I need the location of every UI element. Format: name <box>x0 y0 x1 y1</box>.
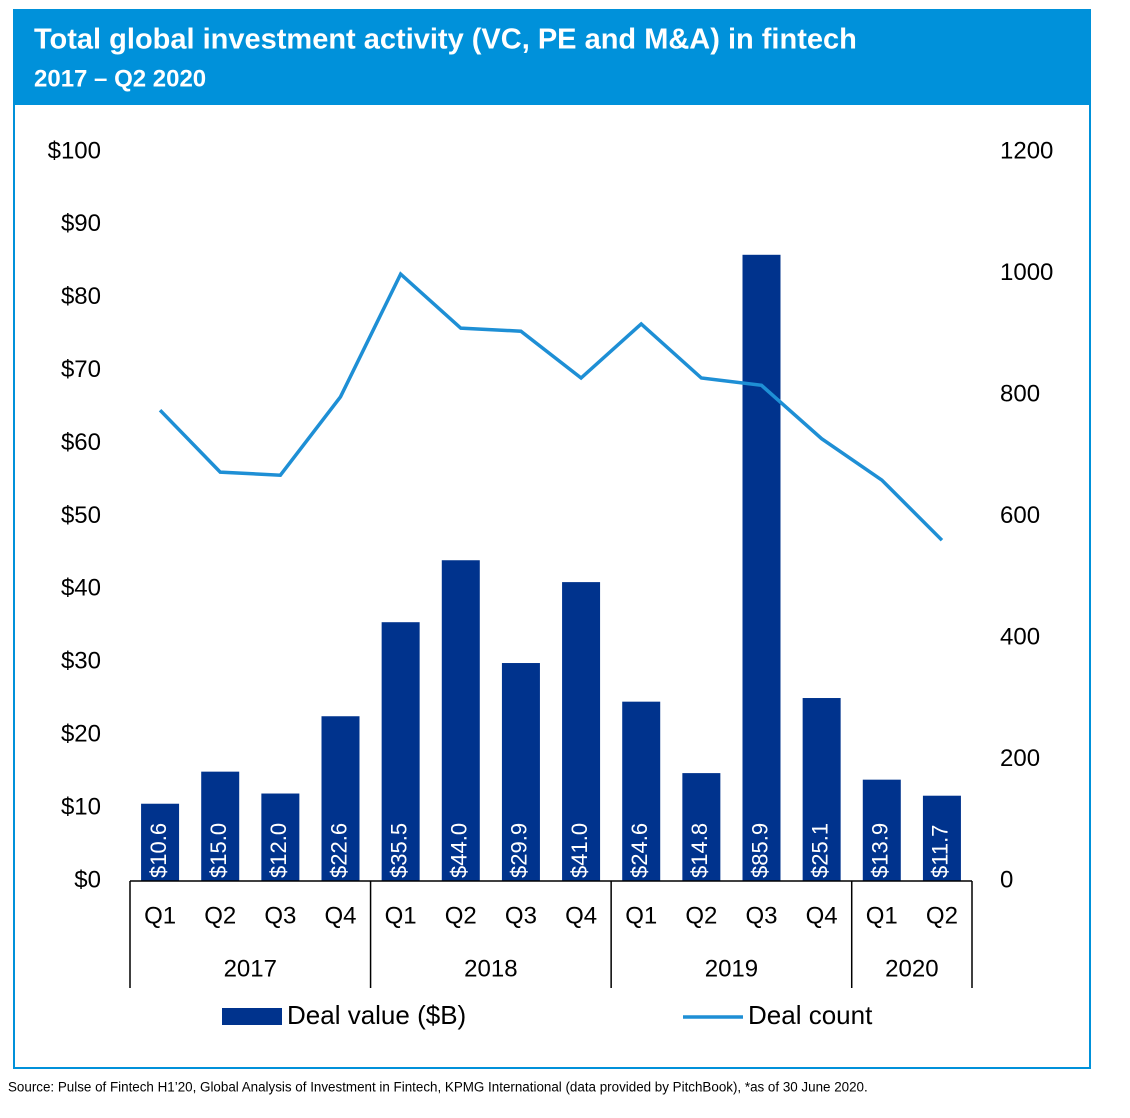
y-tick-label: $50 <box>61 502 101 529</box>
bar <box>261 793 300 881</box>
y-tick-label: $100 <box>48 137 101 164</box>
data-label: $22.6 <box>326 823 351 878</box>
data-label: $85.9 <box>747 823 772 878</box>
y-tick-label: $0 <box>74 866 101 893</box>
bar <box>622 701 661 881</box>
y2-tick-label: 1200 <box>1000 137 1053 164</box>
x-tick-label: Q1 <box>385 902 417 929</box>
legend-swatch <box>222 1008 282 1025</box>
y-tick-label: $90 <box>61 210 101 237</box>
bar <box>441 560 480 881</box>
x-tick-label: Q2 <box>685 902 717 929</box>
bar <box>381 622 420 881</box>
data-label-clip: $44.0 <box>447 823 472 878</box>
data-label-clip: $25.1 <box>807 823 832 878</box>
y2-tick-label: 800 <box>1000 380 1040 407</box>
y-tick-label: $80 <box>61 283 101 310</box>
x-tick-label: Q2 <box>445 902 477 929</box>
x-tick-label: Q2 <box>926 902 958 929</box>
y-tick-label: $40 <box>61 575 101 602</box>
x-group-label: 2018 <box>464 955 517 982</box>
y2-tick-label: 200 <box>1000 745 1040 772</box>
x-group-label: 2020 <box>885 955 938 982</box>
data-label: $13.9 <box>868 823 893 878</box>
header <box>14 10 1090 105</box>
bar <box>201 771 240 881</box>
x-tick-label: Q3 <box>745 902 777 929</box>
x-tick-label: Q4 <box>565 902 597 929</box>
bar <box>141 803 180 881</box>
data-label-clip: $35.5 <box>386 823 411 878</box>
data-label-clip: $14.8 <box>687 823 712 878</box>
data-label-clip: $85.9 <box>747 823 772 878</box>
line <box>158 271 944 542</box>
data-label: $15.0 <box>206 823 231 878</box>
data-label: $44.0 <box>447 823 472 878</box>
x-tick-label: Q4 <box>806 902 838 929</box>
data-label: $11.7 <box>928 825 953 878</box>
x-group-label: 2017 <box>224 955 277 982</box>
y2-tick-label: 400 <box>1000 623 1040 650</box>
data-label: $12.0 <box>266 823 291 878</box>
x-tick-label: Q3 <box>505 902 537 929</box>
data-label: $35.5 <box>386 823 411 878</box>
data-label-clip: $13.9 <box>868 823 893 878</box>
data-label-clip: $12.0 <box>266 823 291 878</box>
x-group-label: 2019 <box>705 955 758 982</box>
bar <box>802 698 841 881</box>
data-label: $10.6 <box>146 823 171 878</box>
x-tick-label: Q1 <box>866 902 898 929</box>
bar <box>742 254 781 881</box>
y2-tick-label: 600 <box>1000 502 1040 529</box>
data-label-clip: $24.6 <box>627 823 652 878</box>
y-tick-label: $10 <box>61 793 101 820</box>
bar <box>682 773 721 881</box>
data-label: $41.0 <box>567 823 592 878</box>
legend-label: Deal count <box>748 1000 873 1030</box>
data-label-clip: $11.7 <box>928 825 953 878</box>
bar <box>562 582 601 881</box>
y-tick-label: $70 <box>61 356 101 383</box>
chart-title: Total global investment activity (VC, PE… <box>34 24 857 56</box>
data-label-clip: $41.0 <box>567 823 592 878</box>
x-tick-label: Q1 <box>144 902 176 929</box>
y2-tick-label: 1000 <box>1000 259 1053 286</box>
x-tick-label: Q3 <box>264 902 296 929</box>
bar <box>922 795 961 881</box>
y-tick-label: $30 <box>61 648 101 675</box>
data-label-clip: $15.0 <box>206 823 231 878</box>
bar <box>321 716 360 881</box>
bar <box>862 779 901 881</box>
data-label: $14.8 <box>687 823 712 878</box>
data-label: $25.1 <box>807 823 832 878</box>
chart-subtitle: 2017 – Q2 2020 <box>34 65 206 92</box>
legend-label: Deal value ($B) <box>287 1000 466 1030</box>
x-tick-label: Q1 <box>625 902 657 929</box>
bar <box>501 663 540 881</box>
data-label-clip: $22.6 <box>326 823 351 878</box>
x-tick-label: Q4 <box>324 902 356 929</box>
x-tick-label: Q2 <box>204 902 236 929</box>
data-label: $24.6 <box>627 823 652 878</box>
data-label: $29.9 <box>507 823 532 878</box>
y2-tick-label: 0 <box>1000 866 1013 893</box>
data-label-clip: $10.6 <box>146 823 171 878</box>
data-label-clip: $29.9 <box>507 823 532 878</box>
y-tick-label: $20 <box>61 721 101 748</box>
source-note: Source: Pulse of Fintech H1’20, Global A… <box>8 1080 868 1095</box>
y-tick-label: $60 <box>61 429 101 456</box>
